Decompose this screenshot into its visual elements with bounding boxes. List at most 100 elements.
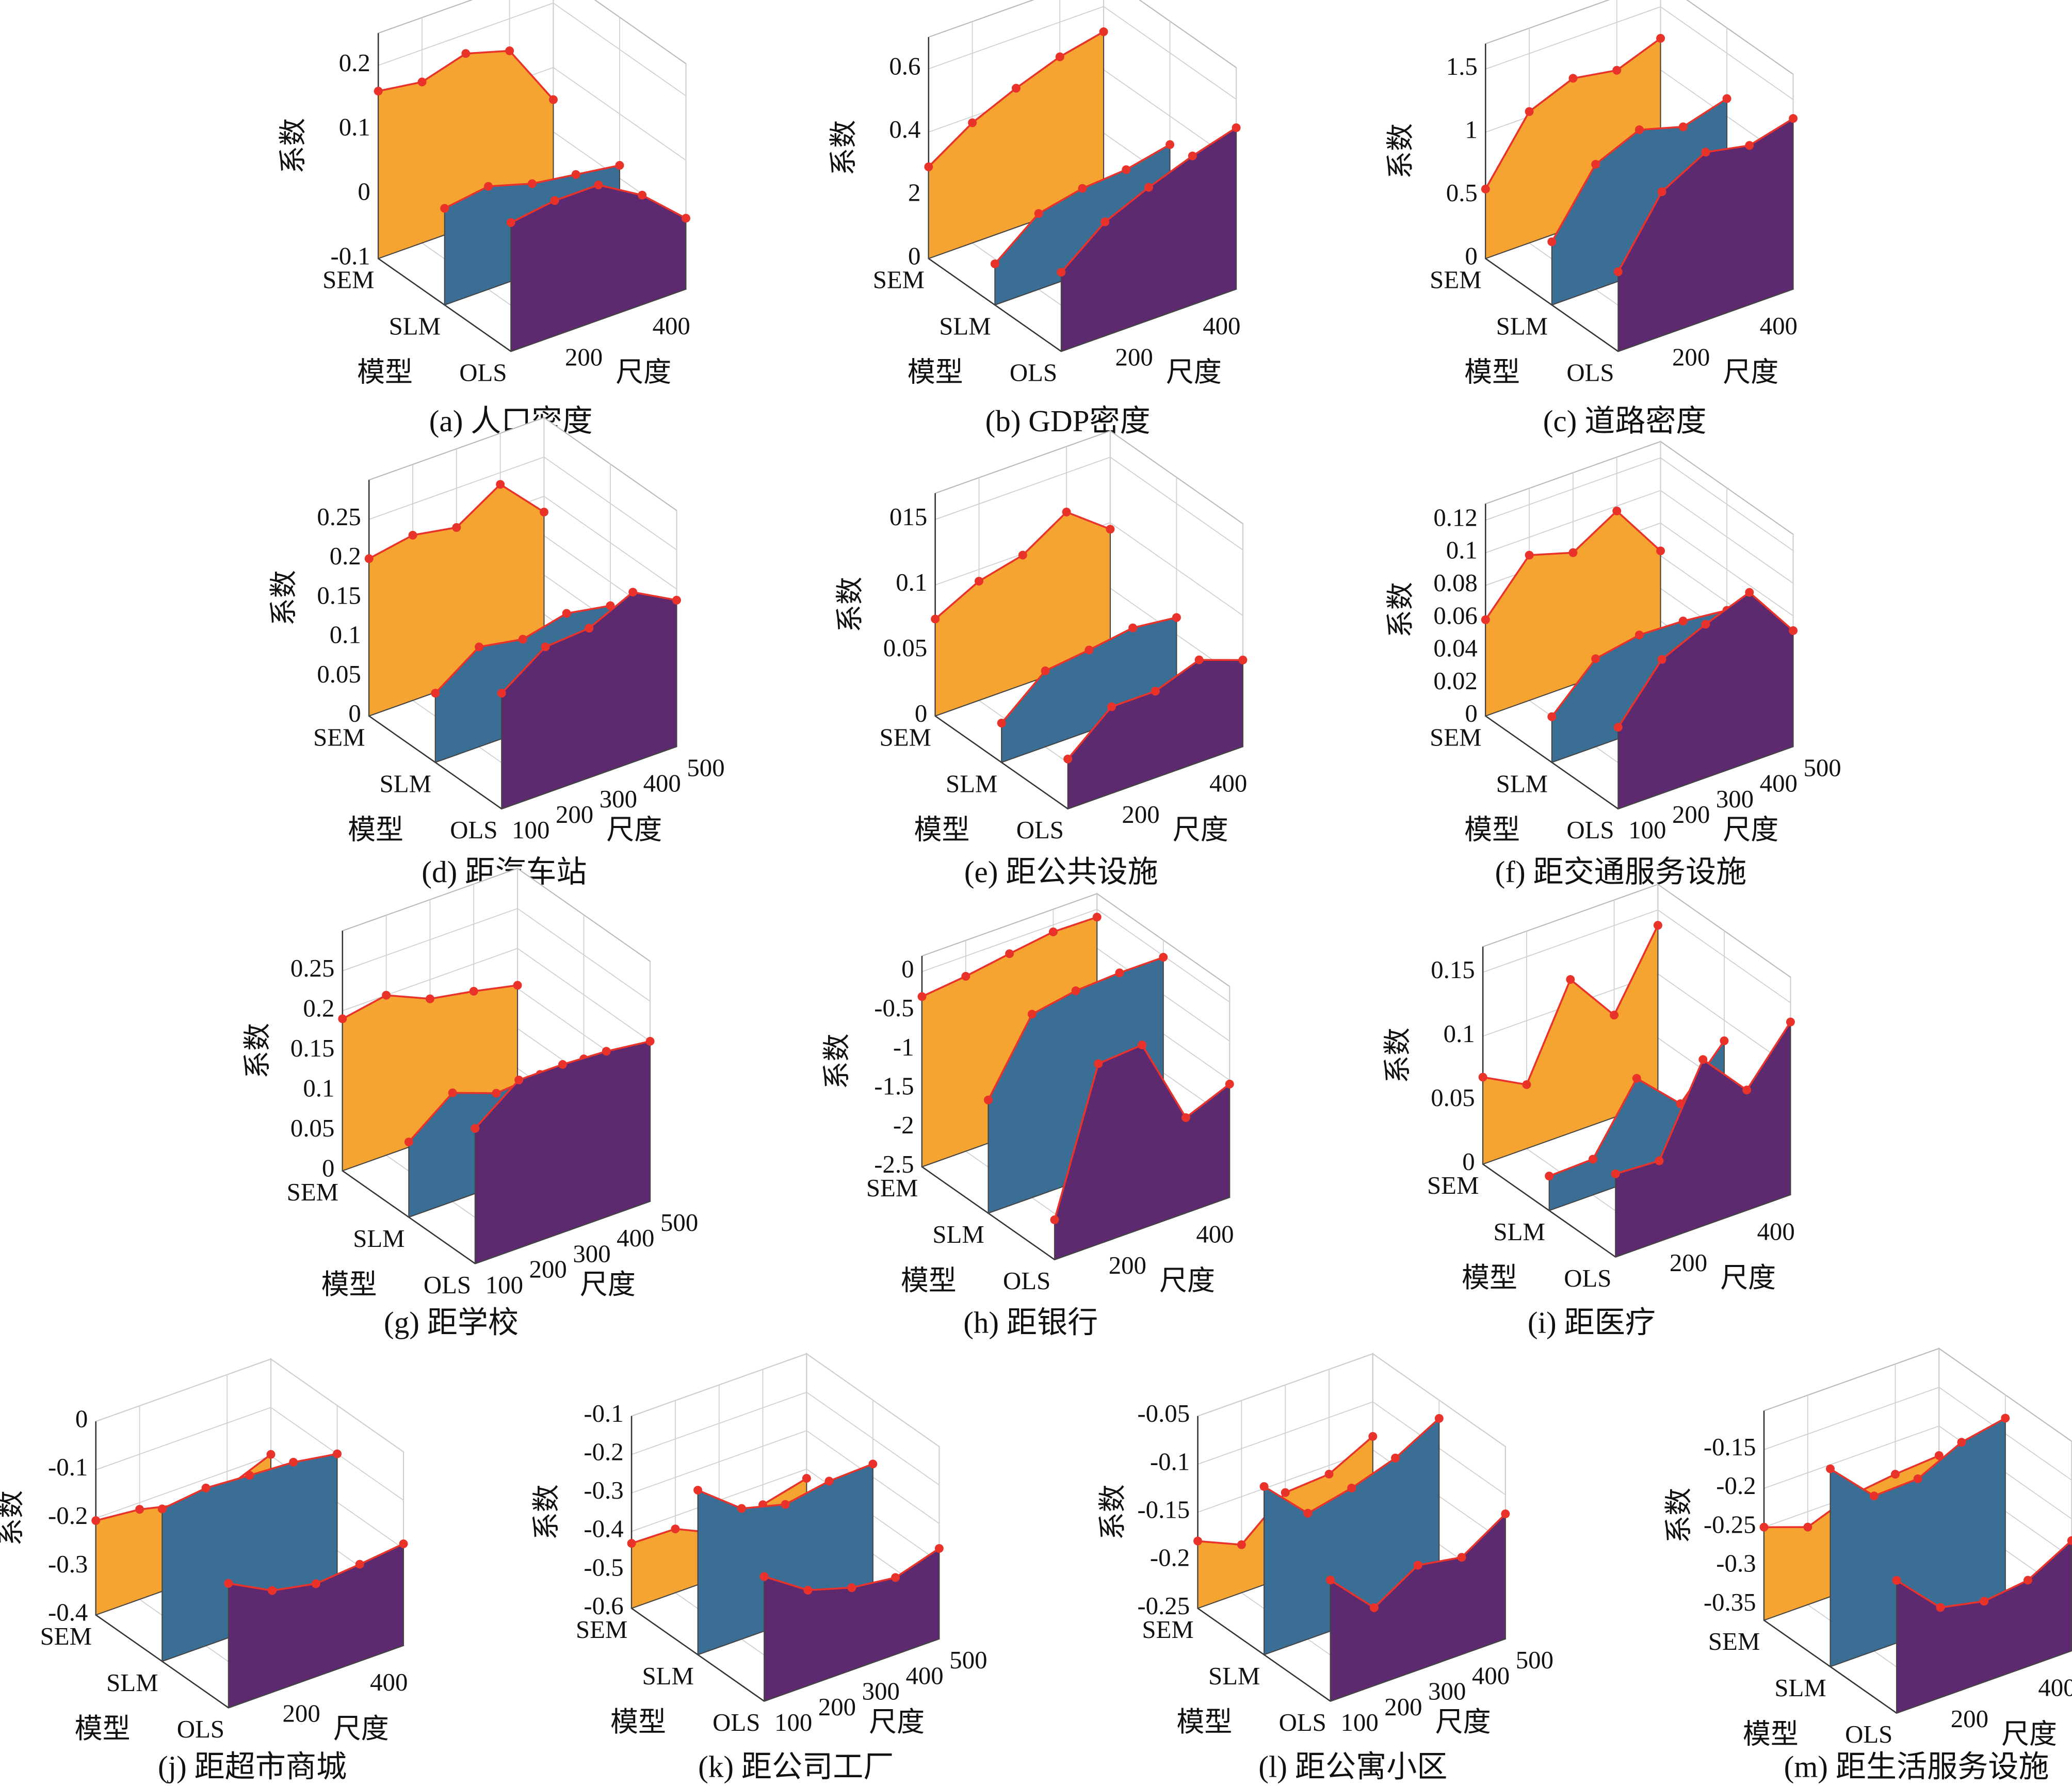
x-tick-label: 200 — [1384, 1693, 1422, 1721]
data-point — [824, 1476, 834, 1486]
data-point — [1478, 1073, 1487, 1082]
x-tick-label: 400 — [653, 312, 690, 340]
data-point — [1237, 1540, 1246, 1549]
x-tick-label: 400 — [1203, 312, 1240, 340]
data-point — [1159, 953, 1168, 962]
caption: (m) 距生活服务设施 — [1784, 1750, 2049, 1784]
data-point — [628, 588, 638, 597]
data-point — [983, 1095, 993, 1105]
data-point — [514, 1076, 524, 1085]
data-point — [266, 1450, 276, 1459]
y-tick-label: 0.6 — [889, 52, 920, 80]
x-tick-label: 300 — [573, 1239, 610, 1268]
x-tick-label: 200 — [1672, 800, 1710, 829]
data-point — [781, 1500, 790, 1509]
model-label: SLM — [1774, 1674, 1826, 1702]
data-point — [135, 1505, 144, 1514]
y-tick-label: -0.2 — [584, 1438, 623, 1466]
data-point — [997, 719, 1006, 728]
panel: 0 0.05 0.1 0.15 200 400 SEM SLM OLS 模型 尺度 系数 (i) 距医疗 — [1382, 883, 1795, 1340]
data-point — [968, 118, 977, 127]
data-point — [672, 595, 681, 605]
x-tick-label: 400 — [1196, 1220, 1234, 1248]
model-label: SLM — [932, 1220, 984, 1248]
y-tick-label: 015 — [889, 502, 927, 531]
data-point — [497, 689, 506, 698]
data-point — [1347, 1483, 1356, 1492]
data-point — [201, 1483, 211, 1492]
x-tick-label: 200 — [1951, 1704, 1988, 1733]
model-label: OLS — [1564, 1264, 1611, 1292]
model-axis-title: 模型 — [1464, 357, 1520, 388]
model-axis-title: 模型 — [357, 357, 413, 388]
data-point — [803, 1585, 813, 1595]
data-point — [1166, 140, 1175, 149]
y-tick-label: 0.25 — [290, 954, 334, 982]
data-point — [484, 182, 493, 191]
data-point — [448, 1088, 457, 1097]
y-tick-label: 0.05 — [1431, 1083, 1475, 1112]
x-tick-label: 400 — [2038, 1674, 2072, 1702]
data-point — [1238, 655, 1248, 664]
data-point — [364, 554, 374, 563]
data-point — [1890, 1470, 1900, 1479]
data-point — [847, 1583, 856, 1593]
model-label: SEM — [1142, 1615, 1193, 1644]
data-point — [1092, 913, 1102, 922]
data-point — [1303, 1508, 1313, 1518]
x-tick-label: 400 — [1760, 769, 1798, 798]
y-tick-label: -0.4 — [48, 1598, 88, 1627]
y-tick-label: -0.2 — [1716, 1471, 1756, 1500]
y-tick-label: 0.1 — [896, 568, 927, 596]
data-point — [1632, 1074, 1641, 1083]
data-point — [461, 49, 471, 58]
y-tick-label: 0.1 — [339, 113, 370, 141]
data-point — [1568, 548, 1578, 557]
data-point — [1613, 267, 1623, 277]
data-point — [245, 1471, 254, 1480]
y-tick-label: -0.3 — [584, 1476, 623, 1504]
x-tick-label: 200 — [283, 1699, 320, 1728]
data-point — [492, 1089, 501, 1098]
data-point — [1698, 1055, 1708, 1064]
y-tick-label: 0.06 — [1433, 601, 1477, 629]
data-point — [338, 1014, 347, 1024]
data-point — [1525, 107, 1534, 116]
x-tick-label: 200 — [1672, 343, 1710, 371]
scale-axis-title: 尺度 — [606, 814, 662, 845]
data-point — [1934, 1451, 1944, 1460]
scale-axis-title: 尺度 — [1173, 814, 1228, 845]
data-point — [452, 523, 461, 532]
data-point — [1742, 1085, 1752, 1095]
data-point — [1391, 1453, 1400, 1463]
y-axis-title: 系数 — [0, 1490, 26, 1546]
model-label: SLM — [1496, 312, 1548, 340]
data-point — [1634, 125, 1644, 135]
data-point — [681, 214, 690, 223]
y-tick-label: 0.05 — [290, 1114, 334, 1142]
data-point — [1011, 84, 1021, 93]
data-point — [961, 972, 970, 981]
y-tick-label: -0.4 — [584, 1515, 623, 1543]
data-point — [1566, 975, 1575, 984]
data-point — [1588, 1155, 1597, 1164]
model-axis-title: 模型 — [348, 814, 403, 845]
data-point — [1701, 148, 1710, 157]
model-label: OLS — [1279, 1708, 1326, 1736]
y-tick-label: 0.4 — [889, 115, 920, 143]
y-tick-label: -1 — [893, 1033, 914, 1061]
model-label: SEM — [313, 723, 365, 751]
y-tick-label: 0 — [322, 1154, 334, 1182]
x-tick-label: 100 — [512, 816, 549, 844]
y-tick-label: -0.3 — [48, 1550, 88, 1578]
data-point — [1656, 546, 1665, 556]
scale-axis-title: 尺度 — [1435, 1707, 1491, 1738]
y-tick-label: -0.05 — [1137, 1399, 1190, 1427]
x-tick-label: 300 — [1716, 785, 1754, 813]
data-point — [1568, 74, 1578, 83]
y-tick-label: 0.2 — [330, 542, 361, 570]
scale-axis-title: 尺度 — [333, 1713, 389, 1744]
